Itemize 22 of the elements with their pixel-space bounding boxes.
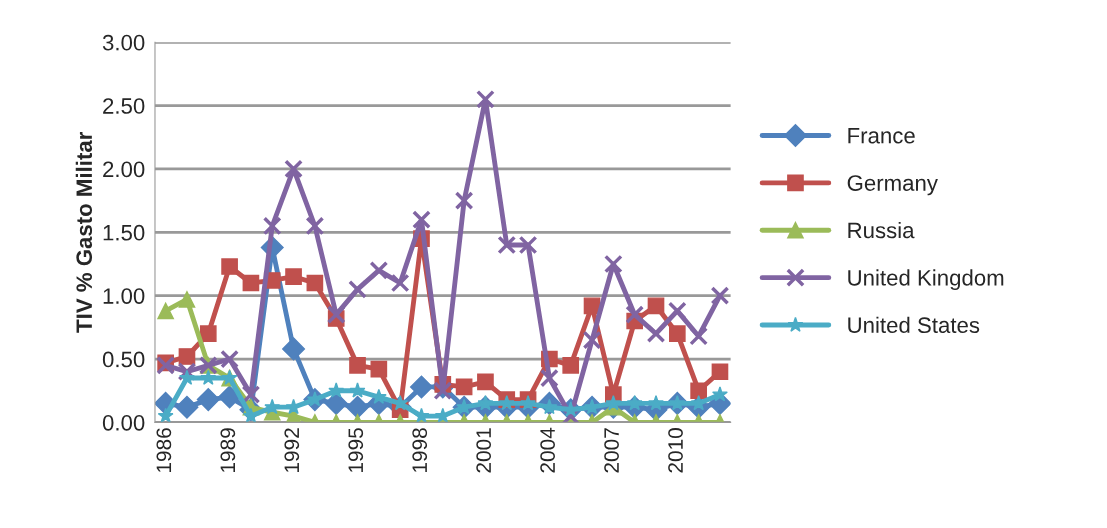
y-axis-title: TIV % Gasto Militar bbox=[75, 132, 93, 333]
x-tick-label: 1986 bbox=[156, 428, 172, 473]
legend-label: Russia bbox=[848, 221, 915, 239]
y-tick-label: 3.00 bbox=[102, 34, 145, 51]
x-tick-label: 1992 bbox=[284, 428, 300, 473]
x-tick-label: 1989 bbox=[220, 428, 236, 473]
legend-label: United States bbox=[848, 316, 980, 334]
y-tick-label: 0.00 bbox=[102, 414, 145, 431]
x-tick-label: 2001 bbox=[476, 428, 492, 473]
y-tick-label: 2.50 bbox=[103, 98, 145, 114]
x-tick-label: 2007 bbox=[604, 428, 619, 473]
legend-label: France bbox=[848, 128, 915, 144]
x-tick-label: 1995 bbox=[348, 428, 364, 473]
legend-label: United Kingdom bbox=[848, 269, 1004, 291]
legend-label: Germany bbox=[847, 175, 938, 196]
y-tick-label: 1.50 bbox=[103, 224, 145, 241]
x-tick-label: 2010 bbox=[668, 428, 683, 473]
x-tick-label: 1998 bbox=[412, 428, 428, 473]
y-tick-label: 2.00 bbox=[103, 161, 145, 178]
y-tick-label: 1.00 bbox=[103, 288, 145, 304]
y-tick-label: 0.50 bbox=[102, 351, 145, 368]
x-tick-label: 2004 bbox=[540, 427, 555, 473]
